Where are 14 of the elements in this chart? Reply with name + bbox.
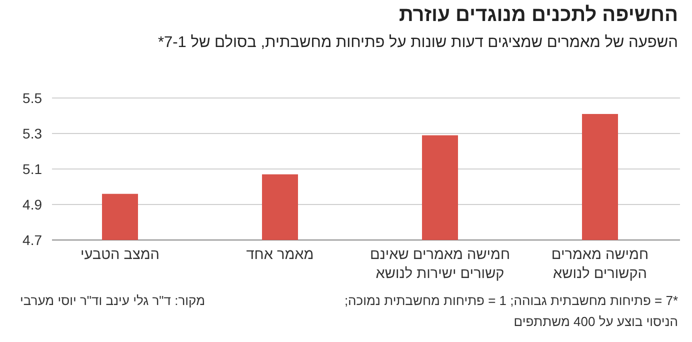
y-tick-label: 5.3 bbox=[22, 126, 42, 142]
y-tick-label: 5.5 bbox=[22, 90, 42, 106]
x-tick-label: חמישה מאמרים הקשורים לנושא bbox=[550, 246, 650, 284]
title: החשיפה לתכנים מנוגדים עוזרת bbox=[398, 4, 678, 27]
y-tick-label: 4.9 bbox=[22, 196, 42, 212]
y-tick-label: 4.7 bbox=[22, 232, 42, 248]
x-tick-label: חמישה מאמרים שאינם קשורים ישירות לנושא bbox=[368, 246, 512, 284]
y-tick-label: 5.1 bbox=[22, 161, 42, 177]
x-tick-label: המצב הטבעי bbox=[80, 246, 160, 265]
x-tick-label: מאמר אחד bbox=[245, 246, 315, 265]
annotation: מקור: ד"ר גלי עינב וד"ר יוסי מערבי bbox=[20, 293, 205, 308]
annotation: *7 = פתיחות מחשבתית גבוהה; 1 = פתיחות מחשבתית נמוכה; bbox=[344, 293, 678, 308]
annotation: הניסוי בוצע על 400 משתתפים bbox=[514, 314, 678, 329]
subtitle: השפעה של מאמרים שמציגים דעות שונות על פתיחות מחשבתית, בסולם של 7-1* bbox=[158, 34, 678, 52]
